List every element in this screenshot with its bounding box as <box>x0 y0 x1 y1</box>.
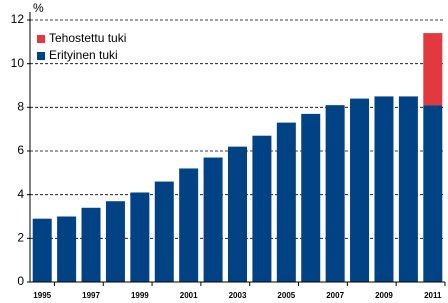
bar <box>276 122 296 282</box>
bar <box>105 201 125 282</box>
x-tick-label: 2007 <box>326 291 344 300</box>
x-tick-label: 2005 <box>277 291 295 300</box>
bar <box>301 113 321 282</box>
y-tick-label: 12 <box>11 12 25 26</box>
bar <box>154 181 174 282</box>
y-tick-label: 2 <box>17 231 24 245</box>
bar <box>325 105 345 283</box>
bar <box>423 105 443 283</box>
bar <box>179 168 199 282</box>
bar <box>423 33 443 106</box>
y-tick-label: 10 <box>11 56 25 70</box>
bar <box>130 192 150 282</box>
y-tick-label: 8 <box>17 100 24 114</box>
bar <box>32 218 52 282</box>
bar <box>228 146 247 282</box>
x-tick-label: 1999 <box>131 291 149 300</box>
y-tick-label: 6 <box>17 143 24 157</box>
bar <box>374 96 394 283</box>
legend-label: Tehostettu tuki <box>49 31 126 45</box>
bar <box>350 98 370 282</box>
y-tick-label: 4 <box>17 187 24 201</box>
x-tick-label: 1995 <box>33 291 51 300</box>
legend-swatch <box>37 52 45 60</box>
legend-swatch <box>37 35 45 43</box>
y-tick-label: 0 <box>17 274 24 288</box>
bar <box>252 135 272 282</box>
x-tick-label: 2011 <box>424 291 442 300</box>
x-tick-label: 2001 <box>180 291 198 300</box>
bar <box>57 216 77 282</box>
legend-label: Erityinen tuki <box>49 48 118 62</box>
y-axis-label: % <box>33 1 44 15</box>
bar <box>398 96 418 283</box>
x-tick-label: 2003 <box>229 291 247 300</box>
x-tick-label: 1997 <box>82 291 100 300</box>
bar <box>203 157 223 282</box>
bar <box>81 207 101 282</box>
x-tick-label: 2009 <box>375 291 393 300</box>
